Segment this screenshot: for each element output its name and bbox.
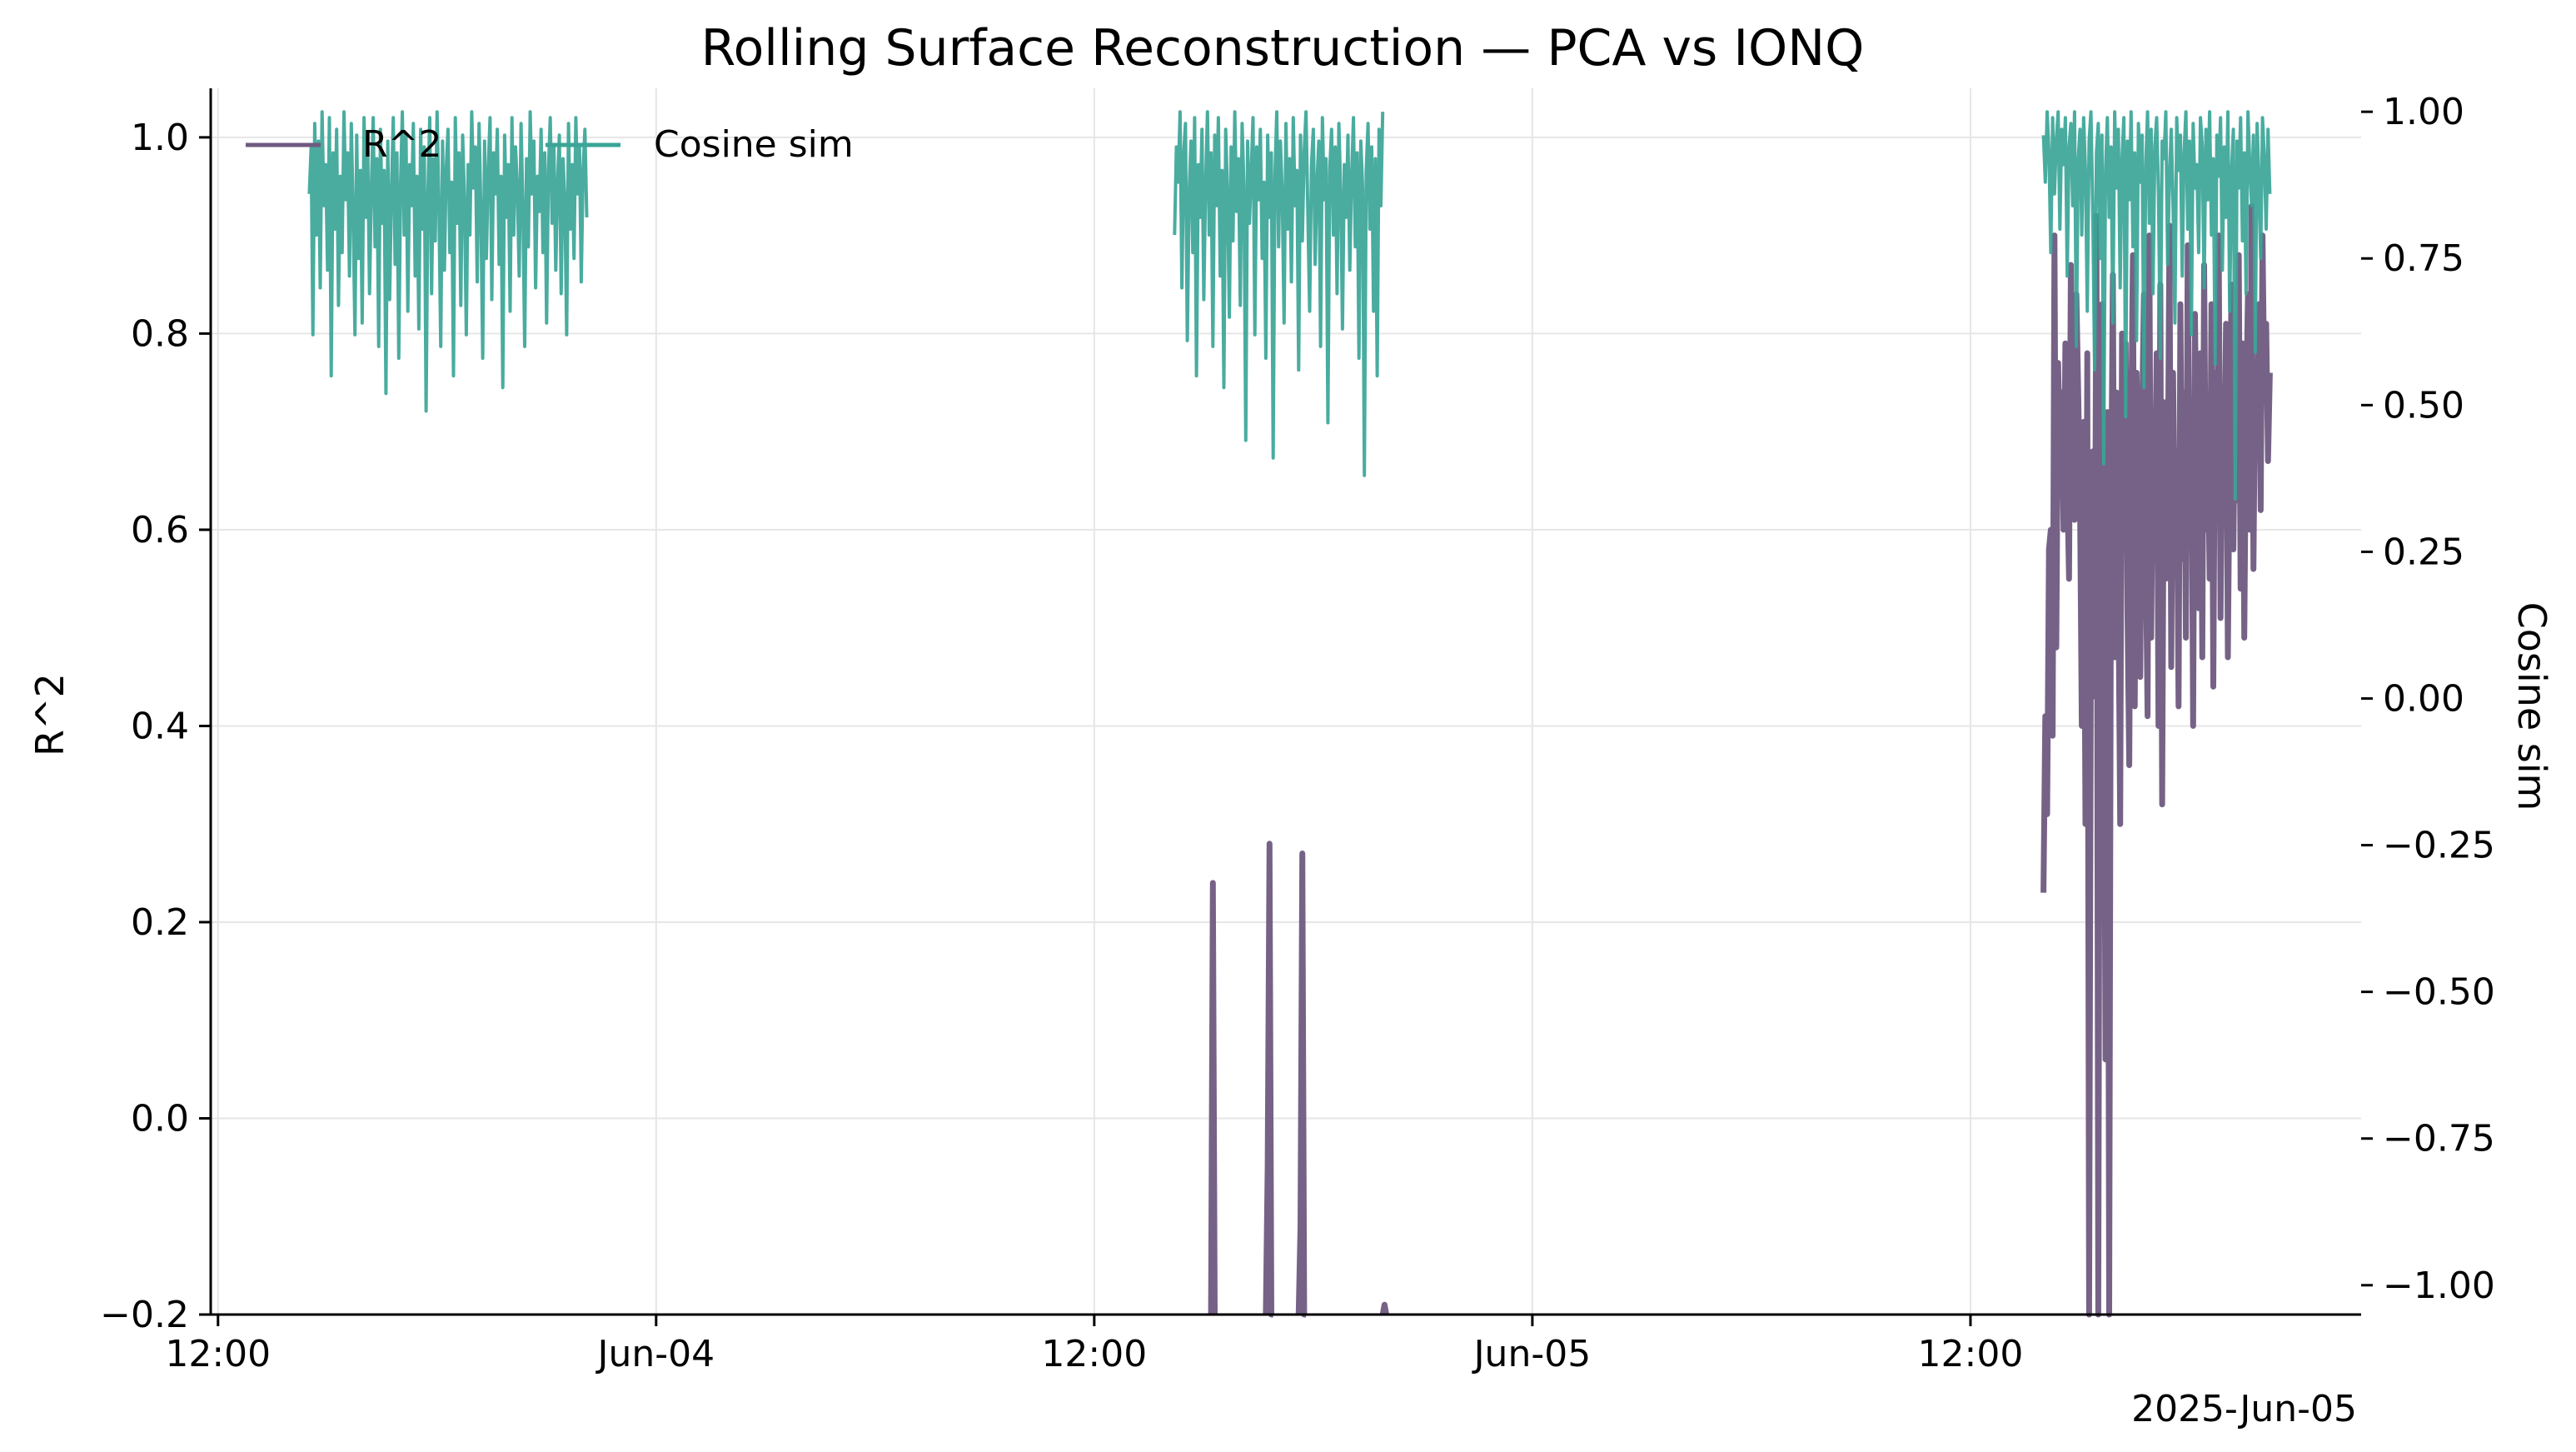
x-tick-label: Jun-05 xyxy=(1472,1333,1592,1375)
r2-series-line xyxy=(1208,880,1218,1315)
legend-label-cosine: Cosine sim xyxy=(654,123,854,166)
y-axis-label-left: R^2 xyxy=(27,673,72,756)
r2-series-line xyxy=(2040,202,2273,1318)
legend-label-r2: R^2 xyxy=(362,123,441,166)
chart-title: Rolling Surface Reconstruction — PCA vs … xyxy=(701,19,1865,77)
x-tick-label: 12:00 xyxy=(165,1333,271,1375)
y-tick-label-right: −0.50 xyxy=(2383,971,2495,1014)
legend: R^2 Cosine sim xyxy=(246,123,854,166)
y-tick-label-right: −0.75 xyxy=(2383,1118,2495,1160)
y-tick-label-right: 0.75 xyxy=(2383,237,2464,280)
y-tick-label-right: 1.00 xyxy=(2383,91,2464,133)
y-axis-label-right: Cosine sim xyxy=(2509,602,2554,811)
y-tick-label-right: −1.00 xyxy=(2383,1265,2495,1307)
y-tick-label-right: −0.25 xyxy=(2383,825,2495,867)
x-tick-label: 12:00 xyxy=(1041,1333,1147,1375)
cosine-series-line xyxy=(2041,110,2272,501)
cosine-series-layer xyxy=(307,110,2272,501)
r2-series-line xyxy=(1295,851,1308,1318)
x-tick-label: Jun-04 xyxy=(595,1333,715,1375)
ticks-layer: −0.2 0.0 0.2 0.4 0.6 0.8 1.0 −1.00 −0.75 −0.50 −0.… xyxy=(100,91,2495,1375)
y-tick-label-left: −0.2 xyxy=(100,1294,189,1336)
y-tick-label-right: 0.50 xyxy=(2383,384,2464,427)
y-tick-label-left: 0.4 xyxy=(131,705,189,747)
r2-series-layer xyxy=(1208,202,2273,1318)
cosine-series-line xyxy=(1173,110,1385,477)
x-tick-label: 12:00 xyxy=(1918,1333,2024,1375)
cosine-series-line xyxy=(307,110,589,413)
y-tick-label-right: 0.25 xyxy=(2383,531,2464,573)
y-tick-label-left: 0.6 xyxy=(131,509,189,551)
y-tick-label-left: 0.0 xyxy=(131,1097,189,1140)
r2-series-line xyxy=(1379,1301,1390,1315)
y-tick-label-left: 0.2 xyxy=(131,901,189,944)
r2-series-line xyxy=(1263,841,1274,1318)
x-axis-offset-label: 2025-Jun-05 xyxy=(2131,1388,2357,1430)
axes-layer xyxy=(209,88,2361,1316)
y-tick-label-right: 0.00 xyxy=(2383,677,2464,720)
y-tick-label-left: 0.8 xyxy=(131,312,189,355)
y-tick-label-left: 1.0 xyxy=(131,117,189,159)
